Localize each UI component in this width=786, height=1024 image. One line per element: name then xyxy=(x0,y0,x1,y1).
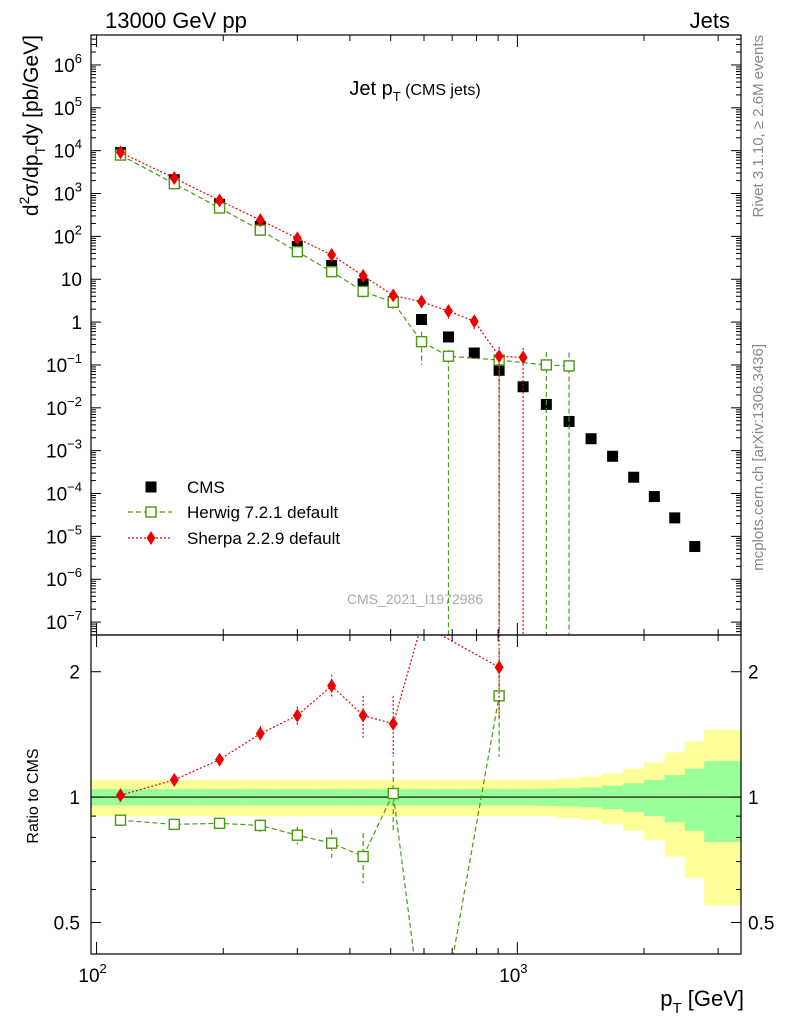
ratio-point xyxy=(213,817,226,830)
x-tick-label: 103 xyxy=(499,961,527,987)
data-point xyxy=(116,145,126,160)
ratio-band-inner xyxy=(643,779,666,817)
y-tick-label: 10−7 xyxy=(46,608,82,634)
data-point xyxy=(415,335,428,348)
series-line-1 xyxy=(120,154,570,367)
legend-marker xyxy=(145,481,157,493)
y-axis-label: d2σ/dpTdy [pb/GeV] xyxy=(16,35,48,216)
data-point xyxy=(689,541,701,553)
data-point xyxy=(358,268,368,283)
data-point xyxy=(442,350,455,362)
ratio-point xyxy=(116,788,126,803)
y-tick-label: 10−5 xyxy=(46,522,82,548)
legend-label: Sherpa 2.2.9 default xyxy=(187,529,340,548)
ratio-clip-group xyxy=(91,635,741,954)
legend: CMS Herwig 7.2.1 default Sherpa 2.2.9 defa… xyxy=(128,478,340,548)
data-point xyxy=(517,381,529,393)
ratio-point xyxy=(388,716,398,731)
ratio-y-axis-label: Ratio to CMS xyxy=(25,748,42,843)
ratio-frame xyxy=(90,634,742,955)
data-point xyxy=(327,247,337,262)
data-point xyxy=(469,314,479,329)
legend-label: Herwig 7.2.1 default xyxy=(187,503,338,522)
ratio-y-tick-label: 1 xyxy=(69,788,80,809)
data-point xyxy=(357,278,369,290)
data-point xyxy=(669,512,681,524)
data-point xyxy=(357,285,369,298)
y-tick-label: 10−2 xyxy=(46,394,82,420)
y-tick-label: 103 xyxy=(54,180,82,206)
ratio-band-inner xyxy=(684,768,705,831)
ratio-band-inner xyxy=(704,761,741,843)
data-point xyxy=(518,350,528,365)
data-point xyxy=(494,349,504,364)
ratio-point xyxy=(357,850,369,863)
data-point xyxy=(325,265,338,278)
analysis-watermark: CMS_2021_I1972986 xyxy=(347,591,483,607)
ratio-point xyxy=(254,819,267,832)
mcplots-info: mcplots.cern.ch [arXiv:1306.3436] xyxy=(750,344,767,571)
ratio-point xyxy=(168,818,180,831)
x-tick-label: 102 xyxy=(78,961,106,987)
data-point xyxy=(326,259,338,271)
x-axis-label: pT [GeV] xyxy=(660,986,744,1017)
data-point xyxy=(585,433,597,445)
y-tick-label: 1 xyxy=(71,313,82,334)
series-line-2 xyxy=(120,151,524,359)
rivet-info: Rivet 3.1.10, ≥ 2.6M events xyxy=(750,35,767,218)
legend-marker xyxy=(145,506,157,518)
y-tick-label: 102 xyxy=(54,222,82,248)
data-point xyxy=(540,359,553,371)
chart-title: Jet pT (CMS jets) xyxy=(349,78,480,104)
data-point xyxy=(417,294,427,309)
legend-marker xyxy=(146,531,156,545)
ratio-point xyxy=(327,678,337,693)
y-tick-label: 10−1 xyxy=(46,351,82,377)
legend-label: CMS xyxy=(187,478,225,497)
ratio-point xyxy=(291,829,304,841)
y-tick-label: 10−4 xyxy=(46,480,82,506)
data-point xyxy=(291,245,304,258)
y-tick-label: 105 xyxy=(54,94,82,120)
data-point xyxy=(607,450,619,462)
ratio-y-tick-label-right: 0.5 xyxy=(748,913,774,934)
ratio-series-line-0 xyxy=(120,695,500,954)
y-tick-label: 10−6 xyxy=(46,565,82,591)
data-point xyxy=(255,213,265,228)
ratio-point xyxy=(387,787,399,800)
ratio-y-tick-label: 2 xyxy=(69,663,80,684)
ratio-y-tick-label: 0.5 xyxy=(54,913,80,934)
ratio-series-line-1 xyxy=(120,635,500,796)
data-point xyxy=(416,313,428,325)
data-point xyxy=(292,231,302,246)
data-point xyxy=(169,171,179,186)
header-right: Jets xyxy=(690,8,730,33)
ratio-point xyxy=(292,708,302,723)
y-tick-label: 10 xyxy=(61,270,82,291)
data-point xyxy=(628,471,640,483)
y-tick-label: 106 xyxy=(54,51,82,77)
ratio-band-inner xyxy=(664,774,686,823)
data-point xyxy=(563,360,575,372)
header-left: 13000 GeV pp xyxy=(105,8,247,33)
y-tick-label: 104 xyxy=(54,137,82,163)
ratio-point xyxy=(494,660,504,675)
ratio-point xyxy=(255,726,265,741)
ratio-point xyxy=(358,708,368,723)
data-point xyxy=(442,331,454,343)
ratio-point xyxy=(325,837,338,849)
data-point xyxy=(388,288,398,303)
main-clip-group xyxy=(114,145,701,635)
data-point xyxy=(215,193,225,208)
data-point xyxy=(468,347,480,359)
data-point xyxy=(443,304,453,319)
ratio-y-tick-label-right: 2 xyxy=(748,663,759,684)
ratio-point xyxy=(114,814,127,826)
ratio-y-tick-label-right: 1 xyxy=(748,788,759,809)
ratio-point xyxy=(169,772,179,787)
ratio-point xyxy=(215,752,225,767)
y-tick-label: 10−3 xyxy=(46,437,82,463)
data-point xyxy=(648,491,660,503)
